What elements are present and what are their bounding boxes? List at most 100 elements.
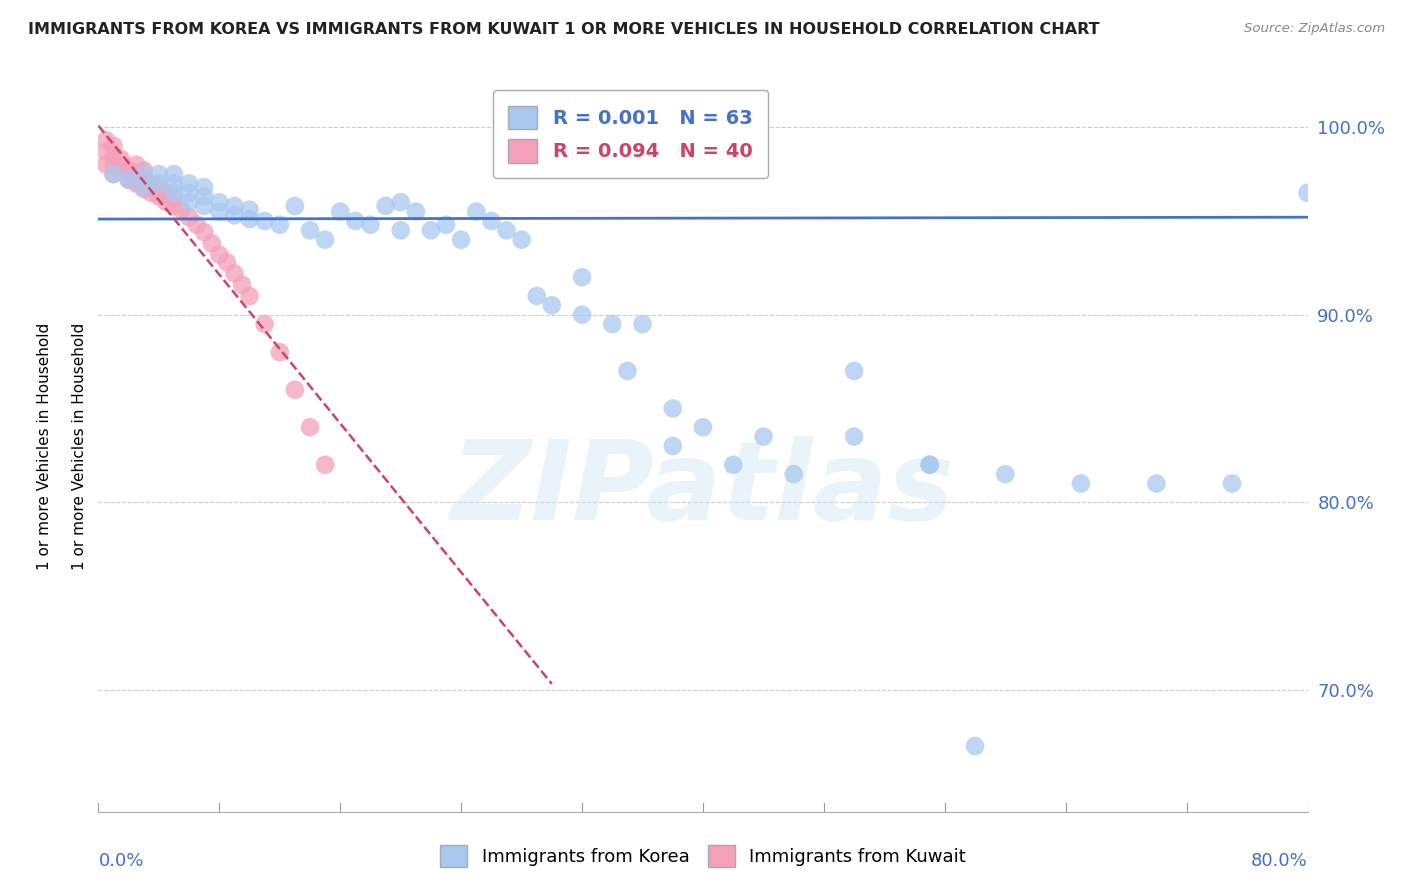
Point	[110, 161, 132, 176]
Point	[215, 255, 238, 269]
Point	[752, 429, 775, 443]
Point	[284, 199, 307, 213]
Point	[208, 204, 231, 219]
Point	[224, 267, 246, 281]
Point	[692, 420, 714, 434]
Point	[125, 177, 148, 191]
Point	[201, 236, 224, 251]
Y-axis label: 1 or more Vehicles in Household: 1 or more Vehicles in Household	[72, 322, 87, 570]
Point	[94, 158, 117, 172]
Point	[602, 317, 624, 331]
Point	[208, 195, 231, 210]
Point	[170, 202, 193, 217]
Point	[1296, 186, 1319, 200]
Point	[193, 189, 215, 203]
Point	[389, 223, 412, 237]
Point	[163, 191, 186, 205]
Point	[1070, 476, 1092, 491]
Point	[148, 167, 170, 181]
Point	[118, 172, 141, 186]
Point	[193, 199, 215, 213]
Point	[661, 401, 683, 416]
Point	[374, 199, 396, 213]
Point	[360, 218, 382, 232]
Point	[141, 177, 163, 191]
Point	[844, 429, 866, 443]
Point	[481, 214, 503, 228]
Point	[118, 163, 141, 178]
Point	[239, 289, 262, 303]
Point	[314, 233, 336, 247]
Point	[132, 163, 155, 178]
Point	[94, 133, 117, 147]
Text: 80.0%: 80.0%	[1251, 852, 1308, 870]
Point	[179, 177, 201, 191]
Point	[1220, 476, 1243, 491]
Point	[344, 214, 367, 228]
Point	[526, 289, 548, 303]
Point	[495, 223, 517, 237]
Point	[631, 317, 654, 331]
Point	[103, 148, 125, 162]
Point	[193, 180, 215, 194]
Point	[239, 202, 262, 217]
Point	[405, 204, 427, 219]
Point	[269, 345, 291, 359]
Point	[163, 186, 186, 200]
Point	[329, 204, 352, 219]
Point	[661, 439, 683, 453]
Point	[179, 195, 201, 210]
Point	[420, 223, 443, 237]
Point	[148, 177, 170, 191]
Point	[994, 467, 1017, 482]
Point	[571, 308, 593, 322]
Point	[239, 212, 262, 227]
Point	[103, 158, 125, 172]
Point	[510, 233, 533, 247]
Point	[132, 182, 155, 196]
Point	[540, 298, 562, 312]
Point	[224, 199, 246, 213]
Point	[163, 177, 186, 191]
Point	[783, 467, 806, 482]
Point	[103, 167, 125, 181]
Point	[125, 158, 148, 172]
Point	[299, 223, 322, 237]
Point	[132, 172, 155, 186]
Point	[269, 218, 291, 232]
Point	[208, 248, 231, 262]
Point	[148, 182, 170, 196]
Point	[844, 364, 866, 378]
Point	[118, 172, 141, 186]
Point	[103, 167, 125, 181]
Point	[179, 186, 201, 200]
Point	[163, 199, 186, 213]
Point	[571, 270, 593, 285]
Point	[965, 739, 987, 753]
Point	[918, 458, 941, 472]
Point	[231, 277, 253, 292]
Point	[284, 383, 307, 397]
Point	[186, 218, 208, 232]
Text: IMMIGRANTS FROM KOREA VS IMMIGRANTS FROM KUWAIT 1 OR MORE VEHICLES IN HOUSEHOLD : IMMIGRANTS FROM KOREA VS IMMIGRANTS FROM…	[28, 22, 1099, 37]
Text: 0.0%: 0.0%	[98, 852, 143, 870]
Point	[132, 167, 155, 181]
Point	[299, 420, 322, 434]
Point	[94, 145, 117, 159]
Text: 1 or more Vehicles in Household: 1 or more Vehicles in Household	[37, 322, 52, 570]
Point	[155, 186, 177, 200]
Text: Source: ZipAtlas.com: Source: ZipAtlas.com	[1244, 22, 1385, 36]
Text: ZIPatlas: ZIPatlas	[451, 436, 955, 543]
Point	[193, 225, 215, 239]
Point	[918, 458, 941, 472]
Legend: R = 0.001   N = 63, R = 0.094   N = 40: R = 0.001 N = 63, R = 0.094 N = 40	[492, 90, 768, 178]
Point	[148, 189, 170, 203]
Point	[155, 195, 177, 210]
Point	[132, 180, 155, 194]
Point	[616, 364, 638, 378]
Point	[253, 214, 276, 228]
Point	[723, 458, 745, 472]
Point	[125, 167, 148, 181]
Point	[450, 233, 472, 247]
Point	[163, 167, 186, 181]
